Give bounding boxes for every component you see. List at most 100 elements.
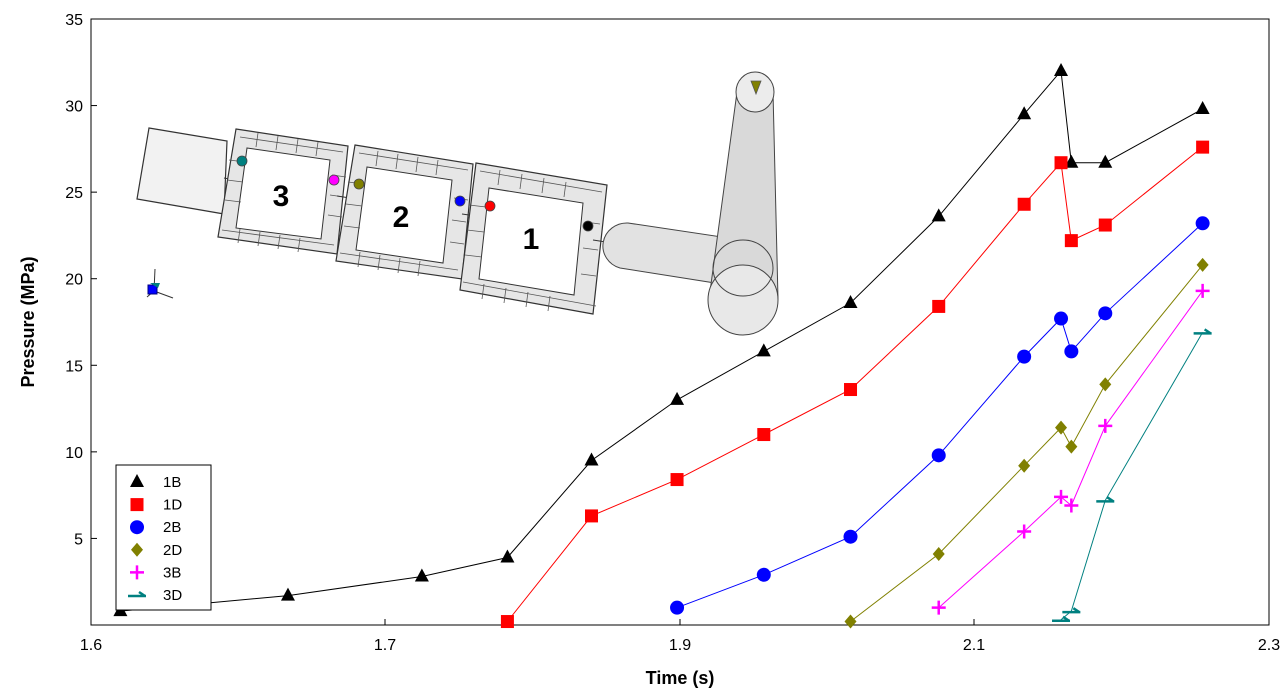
data-point-2b <box>931 448 946 463</box>
data-point-2b <box>843 529 858 544</box>
legend-marker-3b <box>130 565 144 580</box>
chamber-2-label: 2 <box>393 201 410 234</box>
legend-marker-2b <box>130 520 144 535</box>
data-point-2b <box>1017 349 1032 364</box>
data-point-3b <box>1054 489 1069 504</box>
y-tick-label: 15 <box>65 358 83 375</box>
data-point-3b <box>1098 418 1113 433</box>
x-tick-label: 1.7 <box>374 637 396 654</box>
x-tick-label: 1.6 <box>80 637 102 654</box>
data-point-2d <box>1018 458 1031 473</box>
data-point-1d <box>1064 234 1078 248</box>
data-point-2d <box>1196 257 1209 272</box>
y-tick-label: 5 <box>74 531 83 548</box>
data-point-3b <box>931 600 946 615</box>
x-axis-title: Time (s) <box>646 668 715 688</box>
data-point-1d <box>1054 156 1068 170</box>
legend: 1B 1D 2B 2D 3B 3D <box>115 464 212 611</box>
data-point-1d <box>1098 218 1112 232</box>
sensor-2d-dot <box>353 178 365 190</box>
data-point-2b <box>1054 311 1069 326</box>
legend-label-3d: 3D <box>163 587 182 604</box>
y-tick-label: 10 <box>65 445 83 462</box>
x-tick-label: 1.9 <box>669 637 691 654</box>
legend-marker-2d <box>131 542 143 557</box>
sensor-1b-dot <box>582 220 594 232</box>
data-point-3d <box>1096 496 1115 503</box>
legend-marker-1d <box>130 498 144 512</box>
gas-cylinder <box>602 71 779 336</box>
y-tick-label: 25 <box>65 185 83 202</box>
data-point-1b <box>756 343 771 357</box>
data-point-2b <box>756 567 771 582</box>
data-point-1d <box>585 509 598 523</box>
y-axis-title: Pressure (MPa) <box>18 256 38 387</box>
data-point-1b <box>931 208 946 222</box>
y-tick-label: 30 <box>65 99 83 116</box>
legend-label-2d: 2D <box>163 542 182 559</box>
legend-label-1d: 1D <box>163 497 182 514</box>
legend-marker-1b <box>130 474 144 487</box>
data-point-1d <box>757 428 771 442</box>
legend-label-1b: 1B <box>163 474 181 491</box>
data-point-1d <box>844 383 858 397</box>
data-point-1b <box>670 391 685 405</box>
test-rig-schematic: 3 2 1 <box>136 71 779 336</box>
data-point-1d <box>932 299 946 313</box>
sensor-3b-dot <box>328 174 340 186</box>
data-point-3b <box>1017 524 1032 539</box>
legend-label-3b: 3B <box>163 564 181 581</box>
chamber-1-label: 1 <box>523 223 540 256</box>
series-line-1b <box>120 69 1203 612</box>
data-point-2d <box>1099 377 1112 392</box>
y-tick-label: 35 <box>65 12 83 29</box>
data-point-1b <box>1017 106 1032 120</box>
data-point-1b <box>414 568 429 582</box>
x-axis: 1.6 1.7 1.9 2.1 2.3 <box>80 619 1280 654</box>
data-point-3d <box>1052 615 1071 623</box>
data-point-2d <box>844 614 857 629</box>
data-point-1b <box>584 452 599 466</box>
data-point-1b <box>500 549 515 563</box>
data-point-2b <box>670 600 685 615</box>
x-tick-label: 2.1 <box>963 637 985 654</box>
data-point-2d <box>1055 420 1068 435</box>
data-point-1d <box>1017 197 1031 211</box>
chamber-1 <box>459 162 608 315</box>
data-point-1b <box>1098 154 1113 168</box>
x-tick-label: 2.3 <box>1258 637 1280 654</box>
y-axis: 5 10 15 20 25 30 35 <box>65 12 97 548</box>
data-point-1b <box>1054 62 1069 76</box>
data-point-1b <box>843 294 858 308</box>
chamber-2 <box>335 144 474 280</box>
sensor-1d-dot <box>484 200 496 212</box>
series-line-3b <box>938 290 1204 609</box>
sensor-3d-dot <box>236 155 248 167</box>
sensor-2b-dot <box>454 195 466 207</box>
data-point-1d <box>670 473 684 487</box>
data-point-2d <box>1065 439 1078 454</box>
data-point-1d <box>500 615 514 629</box>
data-point-3d <box>1062 607 1081 614</box>
chamber-3 <box>217 128 349 255</box>
data-point-1b <box>1064 154 1079 168</box>
axes-glyph <box>146 268 174 299</box>
legend-label-2b: 2B <box>163 519 181 536</box>
series-line-3d <box>1060 332 1204 621</box>
plot-area <box>90 18 1270 626</box>
data-point-2b <box>1098 306 1113 321</box>
data-point-3b <box>1064 498 1079 513</box>
data-point-3b <box>1195 283 1210 298</box>
chamber-3-label: 3 <box>273 180 290 213</box>
legend-box <box>115 464 212 611</box>
data-point-3d <box>1193 328 1212 335</box>
data-point-1b <box>1195 101 1210 115</box>
data-point-2b <box>1064 344 1079 359</box>
data-series <box>113 62 1212 629</box>
data-point-1d <box>1196 140 1210 154</box>
y-tick-label: 20 <box>65 272 83 289</box>
data-point-1b <box>280 587 295 601</box>
data-point-2b <box>1195 216 1210 231</box>
legend-marker-3d <box>128 590 146 598</box>
